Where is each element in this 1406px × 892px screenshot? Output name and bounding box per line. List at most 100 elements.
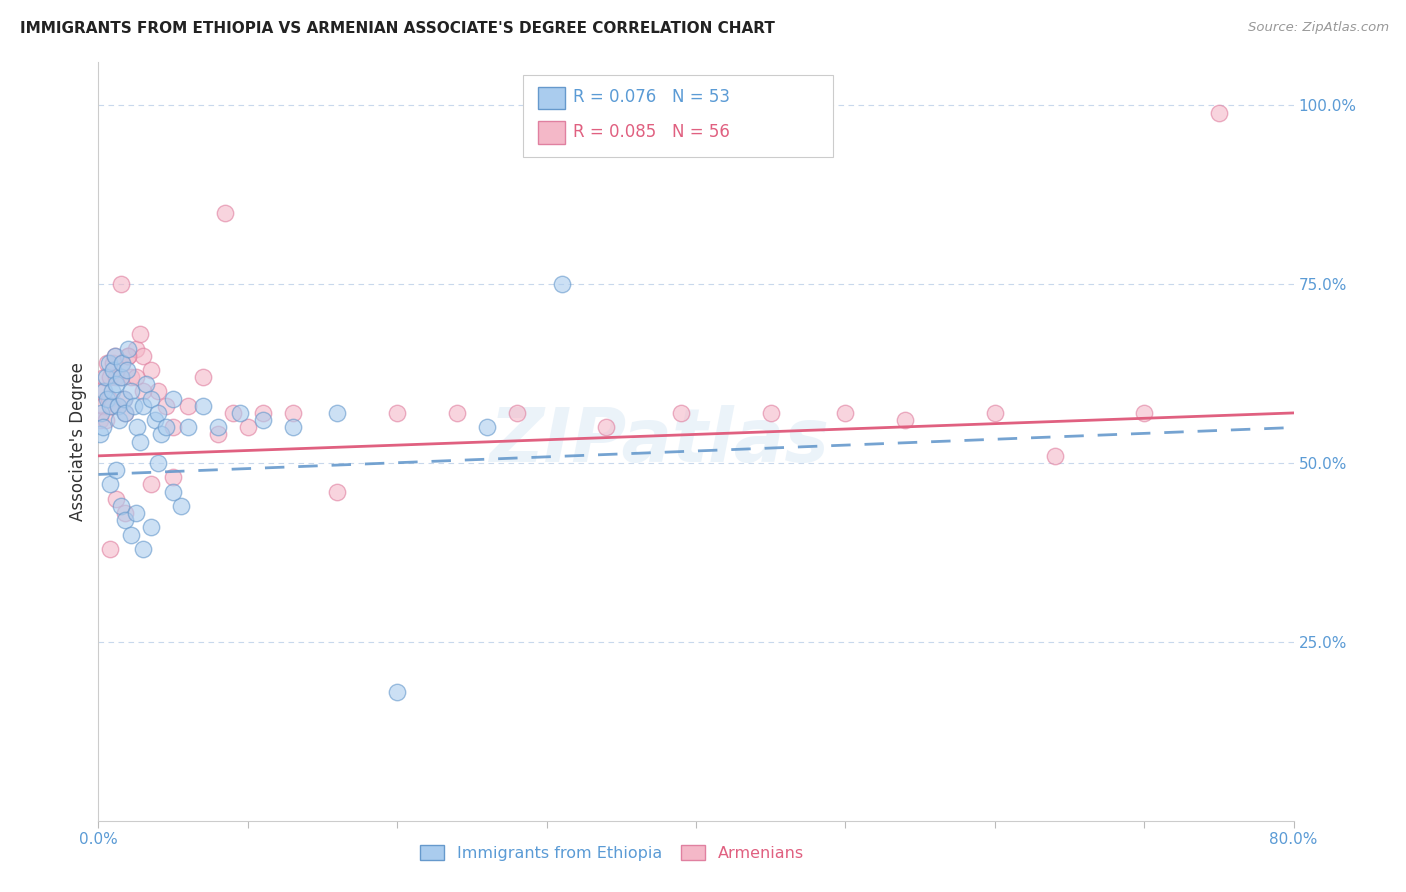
Point (94, 413, 117, 427)
Point (89, 413, 111, 427)
Point (834, 406, 856, 420)
Point (177, 420, 200, 434)
Bar (538, 120, 565, 144)
FancyBboxPatch shape (523, 75, 834, 157)
Point (155, 399, 177, 413)
Point (162, 470, 184, 484)
Point (191, 370, 214, 384)
Point (759, 406, 782, 420)
Point (114, 406, 136, 420)
Point (94, 370, 117, 384)
Point (150, 427, 173, 442)
Point (93, 370, 115, 384)
Point (214, 205, 236, 219)
Point (111, 356, 134, 370)
Point (1208, 105, 1230, 120)
Point (281, 420, 304, 434)
Point (105, 377, 128, 392)
Y-axis label: Associate's Degree: Associate's Degree (69, 362, 87, 521)
Point (127, 420, 149, 434)
Point (104, 349, 127, 363)
Point (129, 434, 152, 449)
Point (132, 399, 155, 413)
Point (177, 399, 200, 413)
Point (162, 420, 184, 434)
Point (117, 342, 139, 356)
Point (98, 370, 122, 384)
Point (326, 406, 349, 420)
Point (110, 370, 132, 384)
Point (984, 406, 1007, 420)
Point (112, 392, 135, 406)
Point (125, 342, 148, 356)
Point (385, 406, 409, 420)
Point (96, 392, 118, 406)
Point (229, 406, 252, 420)
Point (108, 413, 131, 427)
Point (91, 399, 114, 413)
Point (98, 541, 122, 556)
Point (162, 392, 184, 406)
Point (98, 477, 122, 491)
Point (125, 370, 148, 384)
Point (120, 527, 142, 541)
Point (97, 392, 120, 406)
Point (191, 399, 214, 413)
Point (101, 384, 124, 399)
Text: IMMIGRANTS FROM ETHIOPIA VS ARMENIAN ASSOCIATE'S DEGREE CORRELATION CHART: IMMIGRANTS FROM ETHIOPIA VS ARMENIAN ASS… (20, 21, 775, 36)
Point (90, 406, 112, 420)
Point (475, 420, 498, 434)
Point (135, 377, 157, 392)
Point (132, 349, 155, 363)
Point (105, 370, 128, 384)
Point (446, 406, 468, 420)
Point (148, 456, 170, 470)
Point (155, 420, 177, 434)
Point (125, 506, 148, 520)
Point (252, 413, 274, 427)
Point (97, 356, 120, 370)
Point (506, 406, 529, 420)
Point (207, 420, 229, 434)
Point (90, 384, 112, 399)
Legend: Immigrants from Ethiopia, Armenians: Immigrants from Ethiopia, Armenians (413, 838, 811, 867)
Point (129, 327, 152, 342)
Text: Source: ZipAtlas.com: Source: ZipAtlas.com (1249, 21, 1389, 34)
Point (385, 685, 409, 699)
Point (326, 484, 349, 499)
Point (114, 506, 136, 520)
Point (103, 356, 125, 370)
Text: R = 0.076   N = 53: R = 0.076 N = 53 (572, 87, 730, 105)
Point (169, 499, 191, 513)
Point (132, 541, 155, 556)
Point (110, 370, 132, 384)
Bar (538, 87, 565, 110)
Point (110, 499, 132, 513)
Point (111, 356, 134, 370)
Point (101, 399, 124, 413)
Point (595, 420, 617, 434)
Point (114, 406, 136, 420)
Point (107, 399, 129, 413)
Text: R = 0.085   N = 56: R = 0.085 N = 56 (572, 123, 730, 141)
Point (103, 363, 125, 377)
Point (89, 427, 111, 442)
Point (96, 356, 118, 370)
Point (120, 384, 142, 399)
Point (252, 406, 274, 420)
Point (139, 392, 162, 406)
Point (104, 349, 127, 363)
Point (236, 420, 259, 434)
Point (148, 406, 170, 420)
Point (281, 406, 304, 420)
Point (107, 399, 129, 413)
Point (1133, 406, 1156, 420)
Point (117, 349, 139, 363)
Point (91, 420, 114, 434)
Point (894, 413, 917, 427)
Point (207, 427, 229, 442)
Point (162, 484, 184, 499)
Point (139, 520, 162, 534)
Point (112, 392, 135, 406)
Point (124, 399, 146, 413)
